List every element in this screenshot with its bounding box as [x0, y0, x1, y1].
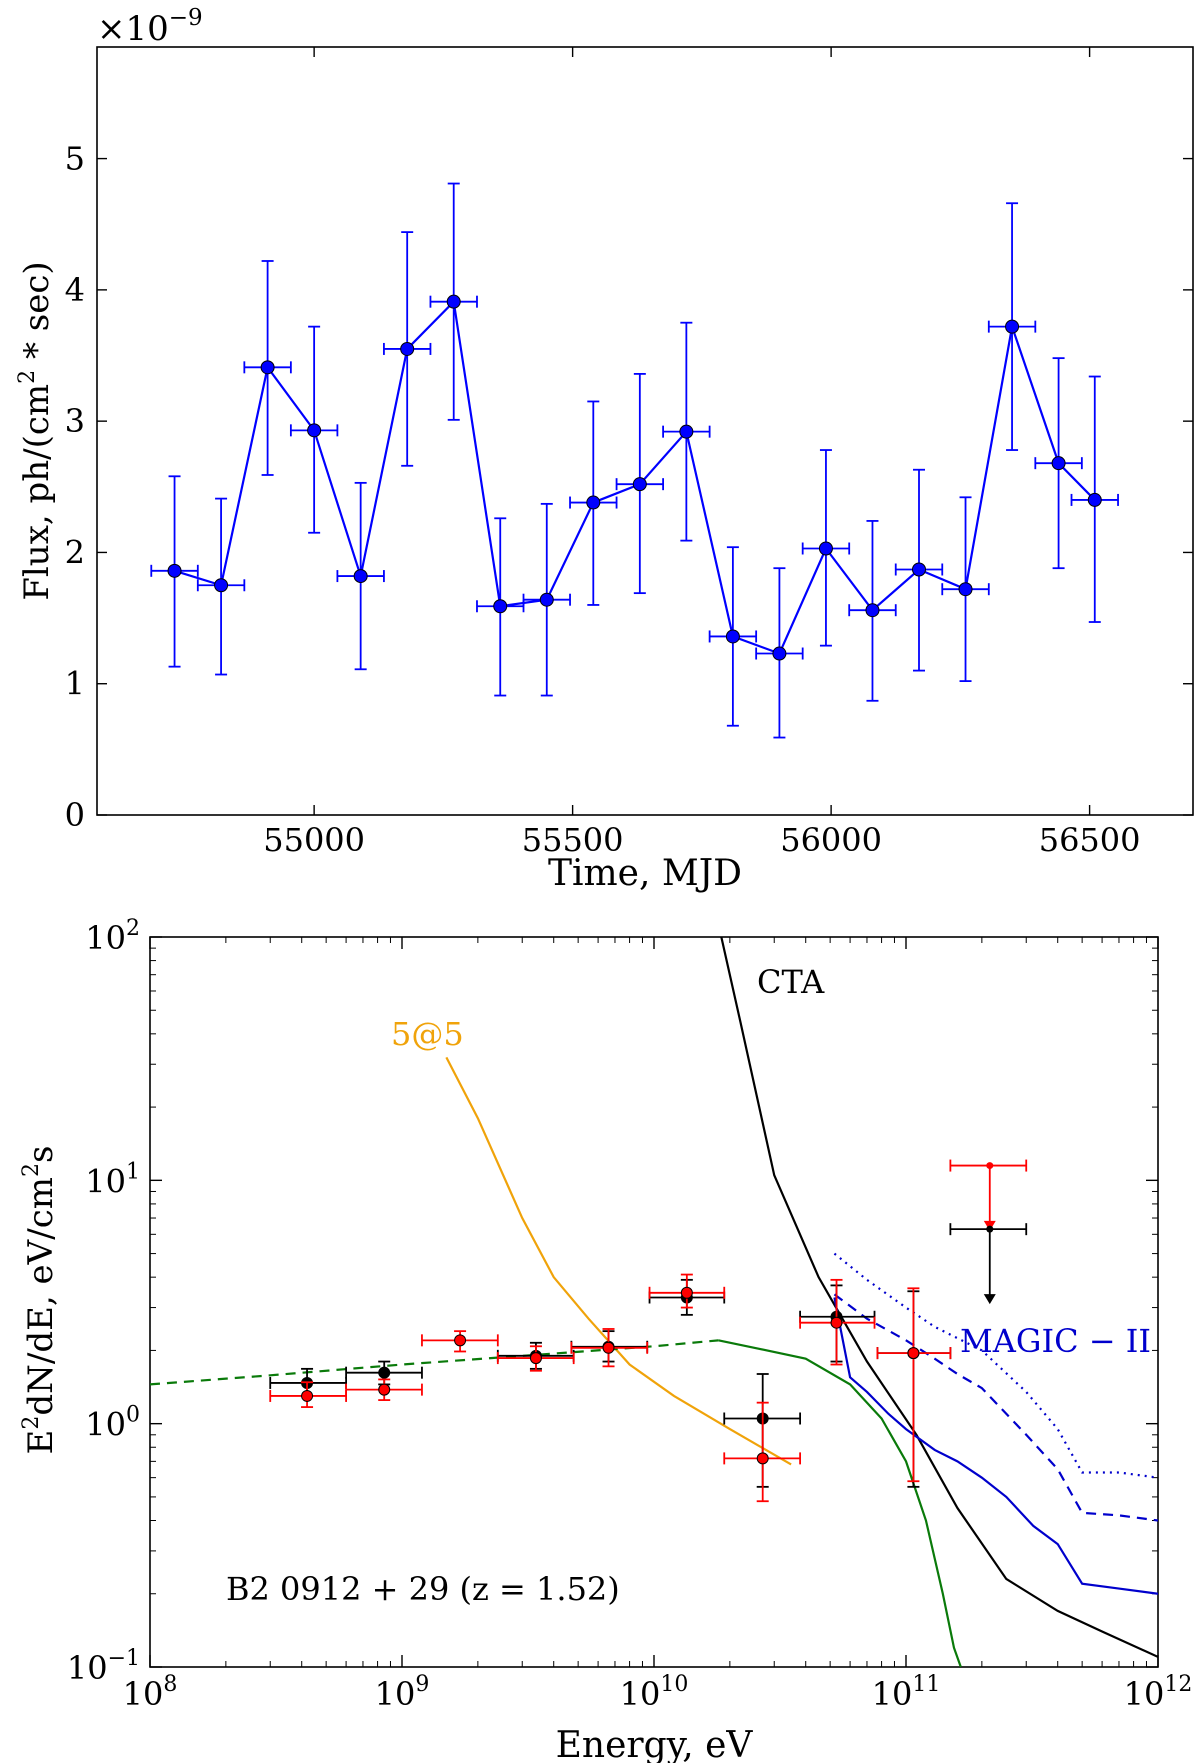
- lightcurve-data-point: [958, 582, 973, 597]
- sed-red-point-data-point: [602, 1341, 615, 1354]
- lightcurve-data-point: [818, 541, 833, 556]
- lightcurve-multiplier: ×10−9: [97, 5, 203, 49]
- sed-curve-cta-solid: [720, 937, 1158, 1658]
- sed-x-tick-label: 108: [123, 1672, 178, 1713]
- lightcurve-x-tick-label: 56500: [1039, 821, 1141, 859]
- source-label: B2 0912 + 29 (z = 1.52): [226, 1570, 620, 1608]
- sed-curve-magic-ii-dotted: [833, 1252, 1158, 1479]
- sed-red-point-data-point: [454, 1334, 467, 1347]
- sed-curves: [150, 937, 1158, 1667]
- lightcurve-data-point: [400, 341, 415, 356]
- sed-red-point-data-point: [529, 1352, 542, 1365]
- lightcurve-data-point: [725, 629, 740, 644]
- sed-x-tick-label: 1010: [620, 1672, 689, 1713]
- sed-black-point-data-point: [378, 1366, 391, 1379]
- lightcurve-data-point: [586, 495, 601, 510]
- lightcurve-ticks: 55000 55500 56000 56500 0 1 2 3 4 5: [65, 47, 1193, 859]
- lightcurve-panel: 55000 55500 56000 56500 0 1 2 3 4 5 ×10−9 Time, M…: [15, 5, 1194, 894]
- lightcurve-data-point: [260, 360, 275, 375]
- lightcurve-y-tick-label: 4: [65, 271, 85, 309]
- cta-curve-label: CTA: [757, 963, 825, 1001]
- sed-red-point-data-point: [907, 1347, 920, 1360]
- lightcurve-data-point: [214, 578, 229, 593]
- sed-upper-limit-black-marker: [986, 1225, 994, 1233]
- lightcurve-data-point: [539, 592, 554, 607]
- sed-upper-limit-red-marker: [986, 1162, 994, 1170]
- sed-y-tick-label: 101: [85, 1159, 140, 1200]
- lightcurve-series-line: [174, 299, 1096, 655]
- lightcurve-y-tick-label: 5: [65, 140, 85, 178]
- sed-red-point-data-point: [756, 1452, 769, 1465]
- sed-curve-model-dashed: [150, 1339, 719, 1386]
- lightcurve-y-tick-label: 2: [65, 533, 85, 571]
- lightcurve-data-point: [772, 646, 787, 661]
- lightcurve-y-tick-label: 1: [65, 665, 85, 703]
- lightcurve-data-point: [167, 563, 182, 578]
- lightcurve-data-point: [679, 424, 694, 439]
- lightcurve-x-tick-label: 55500: [522, 821, 624, 859]
- lightcurve-data-point: [1005, 319, 1020, 334]
- lightcurve-marks: [150, 182, 1119, 739]
- magic-curve-label: MAGIC − II: [960, 1322, 1151, 1360]
- lightcurve-x-tick-label: 55000: [263, 821, 365, 859]
- sed-red-point-data-point: [378, 1383, 391, 1396]
- sed-upper-limit-black-arrow-head: [983, 1294, 996, 1305]
- sed-x-tick-label: 1011: [872, 1672, 941, 1713]
- fivefive-curve-label: 5@5: [391, 1015, 464, 1053]
- sed-plot-frame: [149, 936, 1159, 1668]
- sed-y-tick-label: 100: [85, 1403, 140, 1444]
- lightcurve-x-tick-label: 56000: [780, 821, 882, 859]
- lightcurve-data-point: [353, 569, 368, 584]
- lightcurve-data-point: [493, 599, 508, 614]
- sed-ticks: 108 109 1010 1011 1012 10−1 100 101 102: [67, 916, 1193, 1713]
- lightcurve-data-point: [446, 294, 461, 309]
- sed-curve-model-solid: [718, 1339, 962, 1667]
- lightcurve-data-point: [632, 477, 647, 492]
- lightcurve-data-point: [1087, 492, 1102, 507]
- sed-x-tick-label: 1012: [1124, 1672, 1193, 1713]
- sed-x-axis-label: Energy, eV: [556, 1725, 754, 1763]
- lightcurve-y-tick-label: 0: [65, 796, 85, 834]
- lightcurve-data-point: [865, 603, 880, 618]
- lightcurve-y-axis-label: Flux, ph/(cm2 * sec): [15, 261, 57, 600]
- sed-x-tick-label: 109: [375, 1672, 430, 1713]
- sed-curve-5-5-solid: [445, 1056, 792, 1466]
- sed-y-tick-label: 102: [85, 916, 140, 957]
- sed-curve-magic-ii-solid: [833, 1297, 1158, 1595]
- sed-red-point-data-point: [301, 1389, 314, 1402]
- sed-points: [269, 1159, 1028, 1503]
- sed-red-point-data-point: [680, 1286, 693, 1299]
- lightcurve-data-point: [307, 423, 322, 438]
- lightcurve-y-tick-label: 3: [65, 402, 85, 440]
- lightcurve-data-point: [912, 562, 926, 577]
- lightcurve-data-point: [1051, 456, 1066, 471]
- sed-curve-magic-ii-dashed: [833, 1293, 1158, 1522]
- sed-y-tick-label: 10−1: [67, 1646, 140, 1687]
- lightcurve-plot-frame: [96, 46, 1194, 816]
- lightcurve-x-axis-label: Time, MJD: [548, 853, 742, 894]
- sed-red-point-data-point: [830, 1316, 843, 1329]
- sed-y-axis-label: E2dN/dE, eV/cm2s: [19, 1146, 61, 1455]
